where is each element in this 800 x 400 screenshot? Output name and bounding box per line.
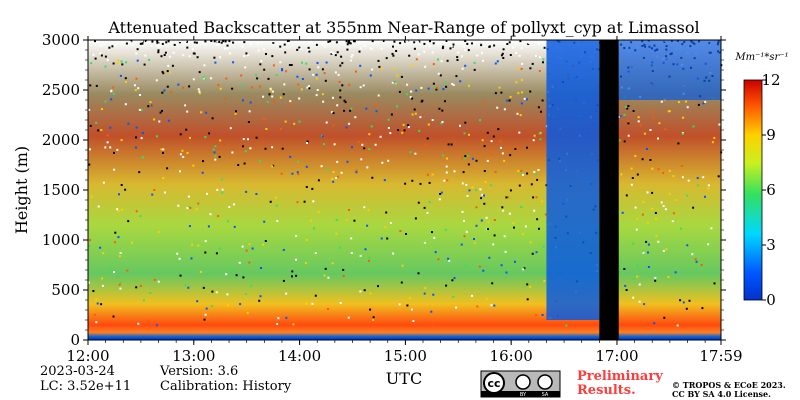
- y-tick-label: 2500: [42, 81, 80, 99]
- colorbar-label: Mm⁻¹*sr⁻¹: [734, 52, 788, 63]
- colorbar-tick-label: 6: [766, 181, 776, 199]
- x-tick-label: 17:59: [699, 347, 742, 365]
- colorbar-tick-label: 9: [766, 126, 776, 144]
- colorbar: Mm⁻¹*sr⁻¹ 0 3 6 9 12: [734, 52, 788, 309]
- backscatter-noise: [88, 40, 723, 327]
- lidar-constant: LC: 3.52e+11: [40, 379, 132, 394]
- license-notice: © TROPOS & ECoE 2023. CC BY SA 4.0 Licen…: [672, 381, 786, 399]
- y-tick-label: 0: [70, 331, 80, 349]
- colorbar-tick-label: 3: [766, 236, 776, 254]
- colorbar-tick-label: 0: [766, 291, 776, 309]
- by-icon: [515, 374, 531, 390]
- cc-logo-text: cc: [487, 377, 500, 390]
- sa-icon: [537, 374, 553, 390]
- y-tick-label: 500: [51, 281, 80, 299]
- footer-middle: Version: 3.6 Calibration: History: [160, 364, 291, 394]
- version-text: Version: 3.6: [160, 364, 239, 379]
- x-tick-label: 12:00: [66, 347, 109, 365]
- cc-by-label: BY: [520, 392, 527, 398]
- data-gap-band: [599, 40, 619, 340]
- y-axis: 0 500 1000 1500 2000 2500 3000: [42, 31, 726, 349]
- date-text: 2023-03-24: [40, 364, 115, 379]
- x-tick-label: 14:00: [278, 347, 321, 365]
- x-axis-label: UTC: [386, 369, 422, 388]
- cc-license-badge: cc BY SA: [480, 370, 561, 398]
- cc-sa-label: SA: [542, 392, 549, 398]
- copyright-text: © TROPOS & ECoE 2023.: [672, 380, 786, 390]
- calibration-text: Calibration: History: [160, 379, 292, 394]
- x-tick-label: 15:00: [384, 347, 427, 365]
- footer-left: 2023-03-24 LC: 3.52e+11: [40, 364, 131, 394]
- license-text: CC BY SA 4.0 License.: [672, 389, 771, 399]
- y-tick-label: 1500: [42, 181, 80, 199]
- plot-area: [87, 39, 723, 341]
- colorbar-gradient: [743, 79, 763, 301]
- y-tick-label: 2000: [42, 131, 80, 149]
- x-tick-label: 17:00: [595, 347, 638, 365]
- y-tick-label: 3000: [42, 31, 80, 49]
- x-tick-label: 16:00: [490, 347, 533, 365]
- y-tick-label: 1000: [42, 231, 80, 249]
- x-axis: 12:00 13:00 14:00 15:00 16:00 17:00 17:59: [66, 36, 743, 365]
- colorbar-tick-label: 12: [761, 71, 780, 89]
- y-axis-label: Height (m): [12, 146, 31, 234]
- x-tick-label: 13:00: [172, 347, 215, 365]
- preliminary-notice: Preliminary Results.: [577, 369, 663, 398]
- chart-title: Attenuated Backscatter at 355nm Near-Ran…: [107, 18, 699, 37]
